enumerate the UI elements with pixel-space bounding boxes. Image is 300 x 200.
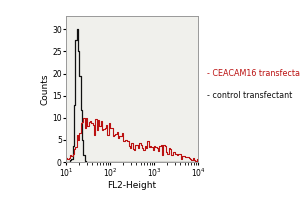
Y-axis label: Counts: Counts bbox=[40, 73, 49, 105]
Text: - CEACAM16 transfectant: - CEACAM16 transfectant bbox=[207, 70, 300, 78]
X-axis label: FL2-Height: FL2-Height bbox=[107, 181, 157, 190]
Text: - control transfectant: - control transfectant bbox=[207, 92, 292, 100]
